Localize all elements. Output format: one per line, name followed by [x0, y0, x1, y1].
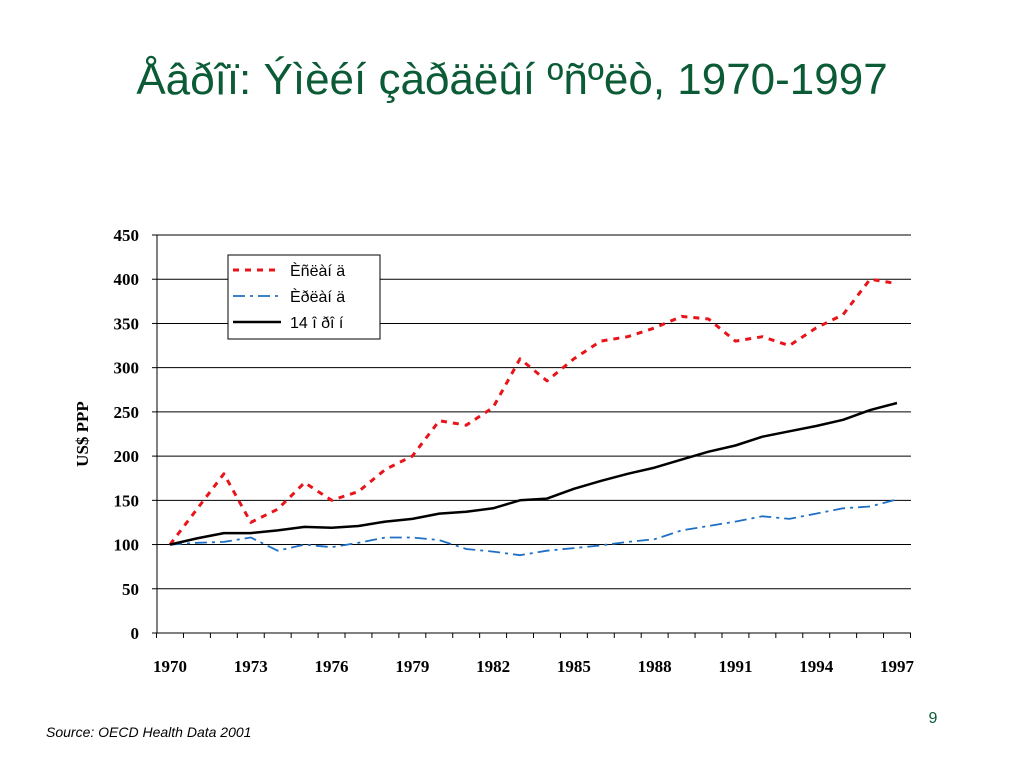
y-tick-label: 400 [114, 270, 140, 289]
y-tick-label: 350 [114, 314, 140, 333]
legend-label: Èðëàí ä [290, 287, 345, 306]
y-tick-label: 250 [114, 403, 140, 422]
series-line-1 [168, 277, 898, 546]
y-tick-label: 150 [114, 491, 140, 510]
source-note: Source: OECD Health Data 2001 [46, 724, 252, 740]
legend-label: Èñëàí ä [290, 261, 345, 280]
y-tick-label: 300 [114, 359, 140, 378]
x-tick-label: 1976 [315, 657, 349, 676]
x-tick-label: 1982 [476, 657, 510, 676]
y-tick-label: 200 [114, 447, 140, 466]
legend-label: 14 î ðî í [290, 315, 344, 332]
series-lines [168, 277, 898, 557]
x-tick-label: 1997 [880, 657, 915, 676]
x-tick-label: 1994 [799, 657, 834, 676]
page-number: 9 [928, 710, 938, 727]
y-axis-title: US$ PPP [73, 401, 92, 467]
legend: Èñëàí ä Èðëàí ä 14 î ðî í [227, 254, 381, 340]
x-tick-label: 1970 [153, 657, 187, 676]
y-tick-label: 0 [131, 624, 140, 643]
x-tick-label: 1973 [234, 657, 268, 676]
y-tick-label: 100 [114, 536, 140, 555]
x-tick-label: 1991 [718, 657, 752, 676]
x-tick-label: 1979 [395, 657, 429, 676]
x-tick-label: 1988 [638, 657, 672, 676]
slide-title: Åâðîï: Ýìèéí çàðäëûí ºñºëò, 1970-1997 [136, 55, 888, 104]
series-line-14 [169, 401, 898, 546]
y-tick-label: 450 [114, 226, 140, 245]
legend-box [227, 254, 381, 340]
x-tick-label: 1985 [557, 657, 591, 676]
axes: 0 50 100 150 200 250 300 350 400 450 1970 1973 1976 1… [73, 226, 915, 676]
y-tick-label: 50 [122, 580, 139, 599]
series-line-2 [169, 498, 898, 557]
